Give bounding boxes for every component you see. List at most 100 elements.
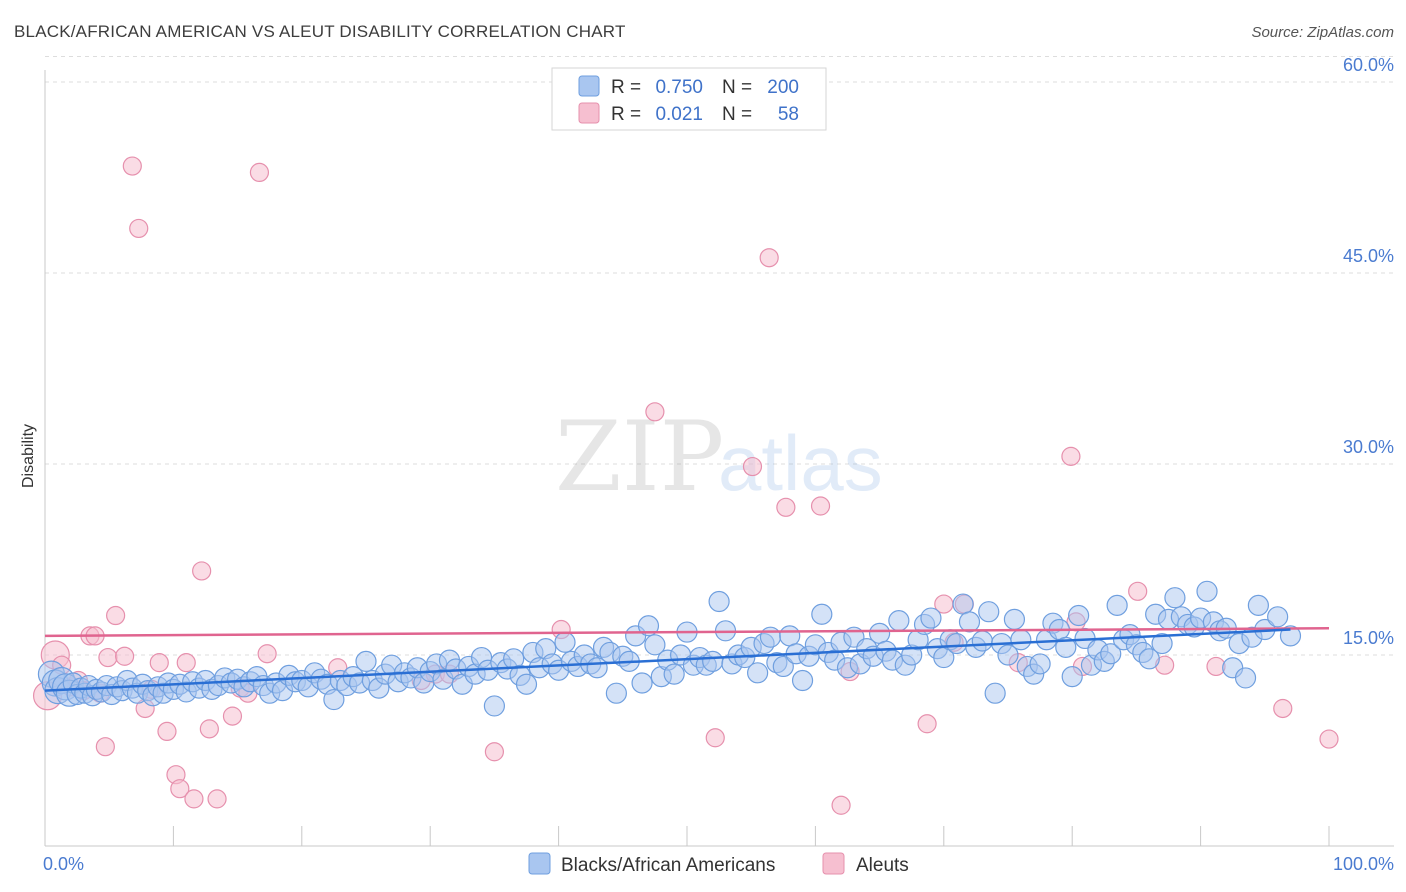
chart-title: BLACK/AFRICAN AMERICAN VS ALEUT DISABILI… — [14, 22, 626, 41]
aleut-point — [149, 653, 169, 673]
aleut-point — [184, 789, 204, 809]
legend-bottom-swatch-blue — [528, 852, 551, 875]
aleut-point — [176, 653, 196, 673]
aleut-point — [157, 721, 177, 742]
aleut-point — [1273, 698, 1293, 719]
black-point — [772, 655, 794, 678]
black-point — [323, 688, 345, 711]
black-point — [644, 634, 666, 656]
aleut-point — [249, 162, 270, 183]
watermark-atlas: atlas — [718, 419, 883, 507]
black-point — [1267, 606, 1289, 628]
legend-r-label-blue: R = — [611, 77, 641, 98]
black-point — [1196, 580, 1218, 602]
black-point — [978, 601, 1000, 623]
y-tick-label: 15.0% — [1343, 628, 1394, 648]
legend-bottom-label-pink: Aleuts — [856, 855, 909, 876]
black-point — [702, 650, 724, 672]
legend-r-value-pink: 0.021 — [655, 104, 703, 125]
aleut-point — [645, 402, 665, 422]
aleut-point — [95, 737, 115, 757]
aleut-point — [742, 456, 763, 477]
legend-bottom-label-blue: Blacks/African Americans — [561, 855, 775, 876]
aleut-point — [484, 742, 504, 762]
black-point — [984, 682, 1006, 704]
black-point — [663, 663, 685, 685]
aleut-point — [199, 719, 219, 739]
chart-source: Source: ZipAtlas.com — [1251, 24, 1394, 41]
legend-r-value-blue: 0.750 — [655, 77, 703, 98]
legend-bottom-swatch-pink — [822, 852, 845, 875]
black-point — [888, 610, 910, 632]
black-point — [1106, 594, 1128, 616]
legend-n-label-blue: N = — [722, 77, 752, 98]
black-points — [37, 580, 1302, 717]
aleut-point — [705, 728, 725, 748]
black-trend-line — [44, 628, 1291, 692]
y-tick-label: 30.0% — [1343, 437, 1394, 457]
black-point — [1061, 666, 1083, 688]
black-point — [868, 622, 891, 644]
black-point — [1247, 594, 1269, 616]
y-tick-label: 45.0% — [1343, 246, 1394, 266]
watermark: ZIP atlas — [555, 401, 883, 513]
black-point — [708, 590, 730, 613]
black-point — [1029, 653, 1051, 675]
trend-lines — [44, 627, 1330, 692]
x-tick-label-max: 100.0% — [1333, 854, 1394, 874]
black-point — [1100, 643, 1122, 665]
legend-top: R = 0.750 N = 200 R = 0.021 N = 58 — [551, 67, 827, 131]
black-point — [1055, 636, 1077, 658]
aleut-point — [122, 156, 142, 176]
axis-layer — [44, 70, 1394, 847]
black-point — [1138, 648, 1160, 670]
aleut-point — [831, 795, 851, 815]
aleut-point — [1061, 446, 1081, 466]
black-point — [997, 644, 1019, 666]
black-point — [1068, 604, 1090, 627]
aleut-point — [129, 218, 149, 239]
legend-swatch-blue — [578, 75, 600, 97]
aleut-point — [810, 496, 831, 516]
aleut-point — [759, 248, 779, 268]
black-point — [1010, 629, 1032, 651]
black-point — [946, 632, 968, 655]
black-point — [483, 695, 505, 717]
legend-r-label-pink: R = — [611, 104, 641, 125]
grid-layer — [45, 56, 1394, 656]
aleut-point — [222, 706, 243, 726]
black-point — [811, 603, 833, 625]
black-point — [952, 593, 974, 615]
legend-n-label-pink: N = — [722, 104, 752, 125]
x-tick-label-min: 0.0% — [43, 854, 84, 874]
black-point — [605, 682, 627, 704]
black-point — [631, 672, 653, 694]
black-point — [971, 630, 993, 652]
aleut-point — [1319, 729, 1339, 749]
y-tick-labels: 15.0% 30.0% 45.0% 60.0% — [1343, 55, 1394, 648]
aleut-point — [776, 497, 796, 517]
black-point — [1164, 587, 1186, 609]
y-tick-label: 60.0% — [1343, 55, 1394, 75]
black-point — [515, 673, 538, 695]
watermark-zip: ZIP — [555, 401, 724, 513]
aleut-point — [1128, 581, 1148, 601]
aleut-point — [106, 605, 126, 626]
black-point — [355, 650, 377, 672]
black-point — [554, 631, 576, 653]
black-point — [1003, 608, 1026, 630]
aleut-trend-line — [44, 627, 1330, 638]
black-point — [779, 625, 801, 647]
legend-n-value-blue: 200 — [767, 77, 799, 98]
black-point — [791, 669, 814, 692]
black-point — [637, 615, 660, 637]
legend-bottom: Blacks/African Americans Aleuts — [528, 852, 909, 876]
aleut-point — [170, 779, 190, 799]
black-point — [920, 607, 942, 629]
aleut-point — [257, 644, 277, 664]
aleut-point — [207, 789, 227, 809]
aleut-point — [192, 561, 212, 581]
aleut-point — [98, 647, 118, 668]
legend-n-value-pink: 58 — [778, 104, 799, 125]
aleut-point — [115, 646, 135, 666]
